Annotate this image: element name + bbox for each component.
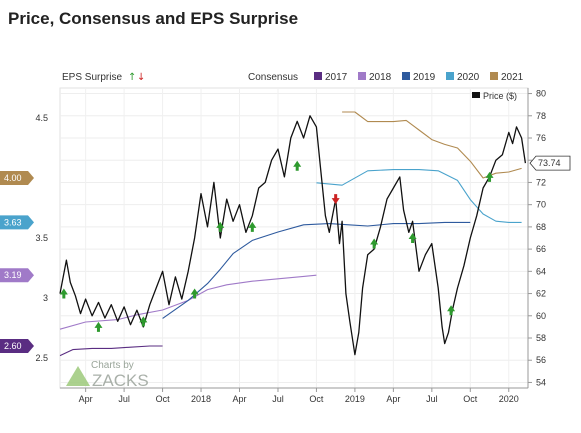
surprise-up-arrow-icon: [293, 160, 302, 171]
x-axis-tick-label: Jul: [118, 394, 130, 404]
x-axis-tick-label: Oct: [463, 394, 478, 404]
legend-swatch-2019: [402, 72, 410, 80]
right-axis-tick-label: 54: [536, 377, 546, 387]
series-line-price: [59, 115, 527, 356]
consensus-badge: 3.19: [0, 268, 34, 283]
x-axis-tick-label: Jul: [272, 394, 284, 404]
surprise-up-arrow-icon: [59, 288, 68, 299]
series-line-2019: [162, 221, 471, 319]
surprise-up-arrow-icon: [190, 288, 199, 299]
surprise-down-arrow-icon: [331, 194, 340, 205]
left-axis-tick-label: 4.5: [35, 113, 48, 123]
x-axis-tick-label: 2019: [345, 394, 365, 404]
series-layer: [59, 111, 527, 357]
surprise-up-arrow-icon: [216, 221, 225, 232]
consensus-badge: 3.63: [0, 215, 34, 230]
legend-label-2021: 2021: [501, 72, 524, 83]
x-axis-tick-label: Oct: [309, 394, 324, 404]
surprise-up-arrow-icon: [248, 221, 257, 232]
eps-surprise-legend-label: EPS Surprise: [62, 72, 122, 83]
x-axis-tick-label: Oct: [156, 394, 171, 404]
legend-swatch-2017: [314, 72, 322, 80]
surprise-up-arrow-icon: [447, 305, 456, 316]
series-line-2021: [342, 111, 522, 179]
x-axis-tick-label: 2020: [499, 394, 519, 404]
legend-label-2020: 2020: [457, 72, 480, 83]
series-line-2018: [59, 274, 317, 330]
series-line-2017: [59, 345, 163, 357]
surprise-marker-layer: [59, 160, 494, 332]
consensus-badge-shape: [0, 215, 34, 230]
consensus-badge-label: 4.00: [4, 173, 22, 183]
consensus-badge: 2.60: [0, 339, 34, 353]
right-axis-tick-label: 72: [536, 177, 546, 187]
consensus-badge-label: 3.63: [4, 217, 22, 227]
surprise-up-arrow-icon: [94, 321, 103, 332]
x-axis-tick-label: Apr: [232, 394, 246, 404]
consensus-badge-shape: [0, 268, 34, 283]
right-axis-tick-label: 78: [536, 111, 546, 121]
legend-swatch-2020: [446, 72, 454, 80]
consensus-badge-label: 3.19: [4, 270, 22, 280]
surprise-up-arrow-icon: [139, 316, 148, 327]
consensus-badge-shape: [0, 339, 34, 353]
surprise-down-legend-icon: ↓: [137, 72, 145, 83]
surprise-up-arrow-icon: [485, 171, 494, 182]
right-axis-tick-label: 60: [536, 311, 546, 321]
chart-legend: EPS Surprise ↑ ↓ Consensus 2017 2018 2019 2…: [62, 72, 524, 101]
legend-label-2019: 2019: [413, 72, 436, 83]
watermark-charts-by: Charts by: [91, 360, 134, 371]
consensus-badge: 4.00: [0, 171, 34, 185]
right-axis-tick-label: 64: [536, 266, 546, 276]
legend-label-2017: 2017: [325, 72, 348, 83]
legend-label-2018: 2018: [369, 72, 392, 83]
right-axis-tick-label: 80: [536, 89, 546, 99]
last-price-label: 73.74: [538, 158, 561, 168]
x-axis-tick-label: Apr: [386, 394, 400, 404]
legend-swatch-2018: [358, 72, 366, 80]
series-line-2020: [316, 169, 522, 223]
x-axis-tick-label: Apr: [79, 394, 93, 404]
surprise-up-arrow-icon: [408, 233, 417, 243]
zacks-logo-icon: [66, 366, 90, 386]
grid-layer: [59, 87, 529, 389]
watermark-zacks: ZACKS: [92, 371, 149, 390]
x-axis-tick-label: Jul: [426, 394, 438, 404]
charts-by-zacks-watermark: Charts by ZACKS: [66, 360, 149, 390]
x-axis-tick-label: 2018: [191, 394, 211, 404]
right-axis-tick-label: 62: [536, 289, 546, 299]
right-axis-tick-label: 66: [536, 244, 546, 254]
right-axis-tick-label: 76: [536, 133, 546, 143]
consensus-badge-label: 2.60: [4, 341, 22, 351]
left-axis-tick-label: 2.5: [35, 353, 48, 363]
consensus-series-legend: 2017 2018 2019 2020 2021: [314, 72, 524, 83]
price-legend-label: Price ($): [483, 91, 517, 101]
axis-layer: 54565860626466687072747678802.533.54.5Ap…: [0, 88, 571, 404]
left-axis-tick-label: 3.5: [35, 233, 48, 243]
plot-frame: [59, 87, 529, 389]
left-axis-tick-label: 3: [43, 293, 48, 303]
right-axis-tick-label: 56: [536, 355, 546, 365]
consensus-badge-shape: [0, 171, 34, 185]
last-price-badge: [529, 155, 571, 171]
surprise-up-arrow-icon: [370, 238, 379, 249]
right-axis-tick-label: 68: [536, 222, 546, 232]
legend-swatch-2021: [490, 72, 498, 80]
surprise-up-legend-icon: ↑: [128, 72, 136, 83]
price-legend-swatch: [472, 92, 480, 98]
page-title: Price, Consensus and EPS Surprise: [8, 9, 299, 28]
consensus-legend-label: Consensus: [248, 72, 298, 83]
right-axis-tick-label: 70: [536, 200, 546, 210]
right-axis-tick-label: 58: [536, 333, 546, 343]
